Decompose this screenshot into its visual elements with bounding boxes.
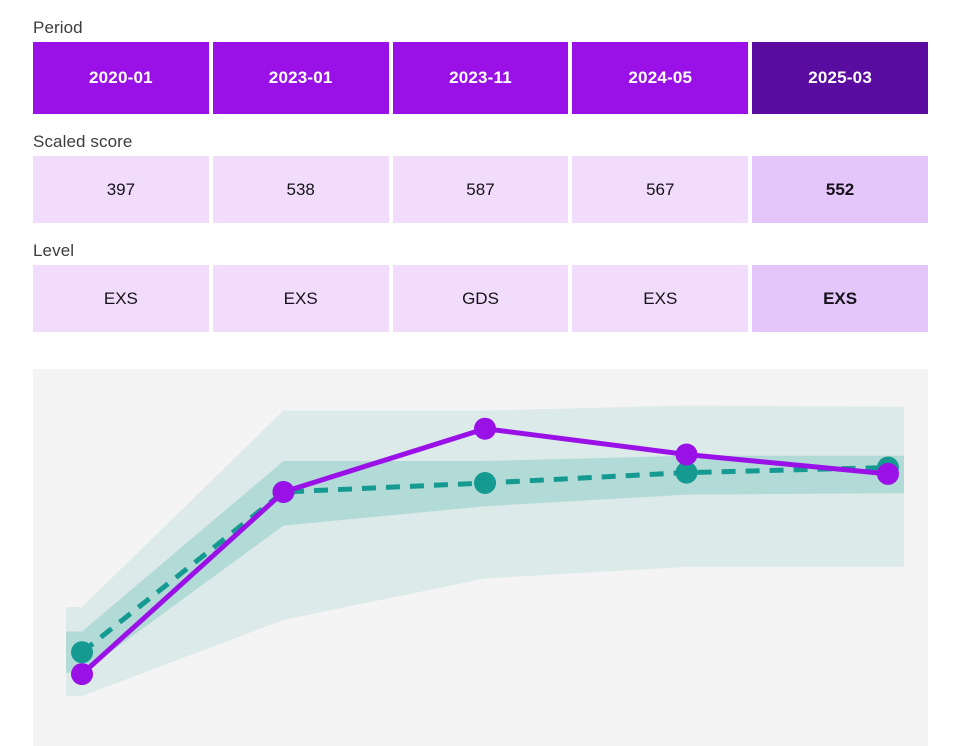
data-point[interactable] bbox=[877, 462, 899, 485]
period-cell-4-current[interactable]: 2025-03 bbox=[752, 42, 928, 114]
period-cell-0[interactable]: 2020-01 bbox=[33, 42, 209, 114]
period-cell-2[interactable]: 2023-11 bbox=[392, 42, 569, 114]
level-cell-2: GDS bbox=[392, 265, 569, 332]
data-point[interactable] bbox=[272, 481, 295, 503]
data-point[interactable] bbox=[675, 443, 698, 466]
period-row-label: Period bbox=[33, 18, 83, 37]
confidence-band-inner bbox=[66, 455, 904, 673]
level-row-label: Level bbox=[33, 241, 75, 260]
data-point[interactable] bbox=[71, 663, 93, 686]
scaled-score-cell-0: 397 bbox=[33, 156, 209, 223]
scaled-score-row: 397 538 587 567 552 bbox=[33, 156, 928, 223]
progress-chart bbox=[33, 369, 928, 746]
scaled-score-markers bbox=[71, 417, 899, 686]
progress-table: Period 2020-01 2023-01 2023-11 2024-05 2… bbox=[33, 0, 928, 332]
scaled-score-cell-3: 567 bbox=[572, 156, 749, 223]
period-row: 2020-01 2023-01 2023-11 2024-05 2025-03 bbox=[33, 42, 928, 114]
level-row: EXS EXS GDS EXS EXS bbox=[33, 265, 928, 332]
level-cell-0: EXS bbox=[33, 265, 209, 332]
period-cell-1[interactable]: 2023-01 bbox=[212, 42, 389, 114]
scaled-score-row-label: Scaled score bbox=[33, 132, 133, 151]
data-point[interactable] bbox=[675, 461, 698, 484]
chart-canvas bbox=[33, 369, 928, 746]
level-cell-3: EXS bbox=[572, 265, 749, 332]
scaled-score-cell-1: 538 bbox=[212, 156, 389, 223]
scaled-score-cell-4-current: 552 bbox=[752, 156, 928, 223]
level-cell-1: EXS bbox=[212, 265, 389, 332]
data-point[interactable] bbox=[474, 472, 496, 494]
data-point[interactable] bbox=[474, 417, 496, 440]
level-cell-4-current: EXS bbox=[752, 265, 928, 332]
period-cell-3[interactable]: 2024-05 bbox=[572, 42, 749, 114]
data-point[interactable] bbox=[71, 641, 93, 664]
scaled-score-cell-2: 587 bbox=[392, 156, 569, 223]
